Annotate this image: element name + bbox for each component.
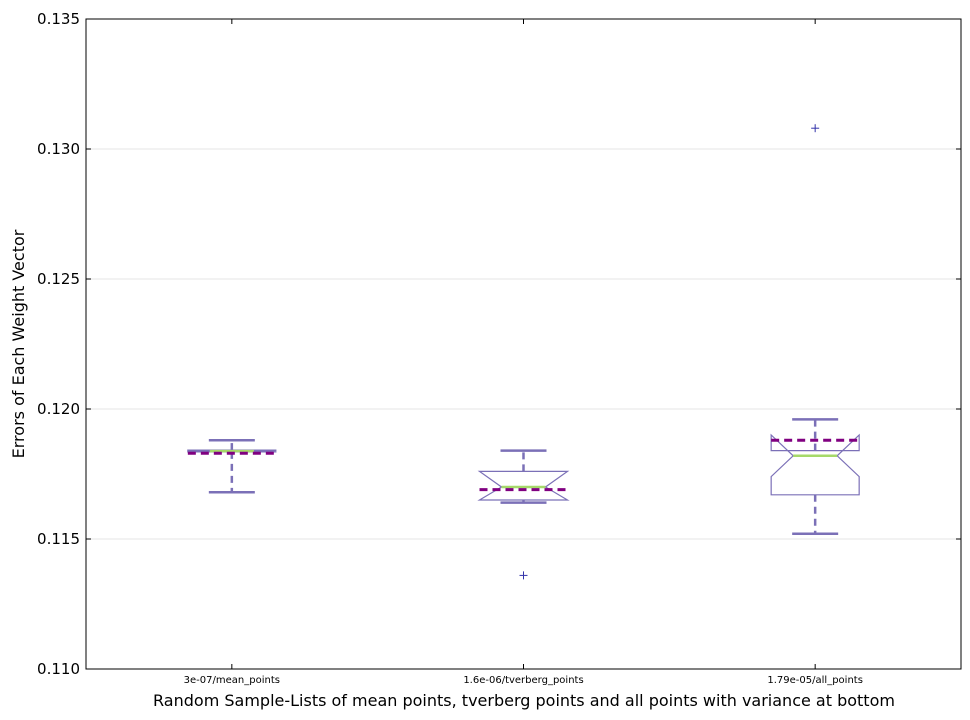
y-tick-label: 0.110 xyxy=(37,660,80,678)
y-axis-title: Errors of Each Weight Vector xyxy=(9,229,28,458)
y-tick-label: 0.120 xyxy=(37,400,80,418)
flier xyxy=(811,124,820,133)
x-tick-label: 3e-07/mean_points xyxy=(184,675,280,686)
y-axis: 0.110 0.115 0.120 0.125 0.130 0.135 xyxy=(37,10,961,678)
flier xyxy=(519,571,528,580)
x-tick-label: 1.6e-06/tverberg_points xyxy=(463,675,583,686)
box-2 xyxy=(477,449,570,580)
x-tick-label: 1.79e-05/all_points xyxy=(767,675,863,686)
grid-lines xyxy=(86,148,961,540)
box xyxy=(477,470,570,501)
box-3 xyxy=(770,124,860,536)
y-tick-label: 0.130 xyxy=(37,140,80,158)
y-tick-label: 0.125 xyxy=(37,270,80,288)
box-series xyxy=(187,124,860,580)
y-tick-label: 0.115 xyxy=(37,530,80,548)
x-axis: 3e-07/mean_points 1.6e-06/tverberg_points… xyxy=(184,19,863,686)
x-axis-title: Random Sample-Lists of mean points, tver… xyxy=(153,691,895,710)
y-tick-label: 0.135 xyxy=(37,10,80,28)
box-1 xyxy=(187,438,277,494)
box xyxy=(770,433,860,496)
box xyxy=(187,449,277,453)
